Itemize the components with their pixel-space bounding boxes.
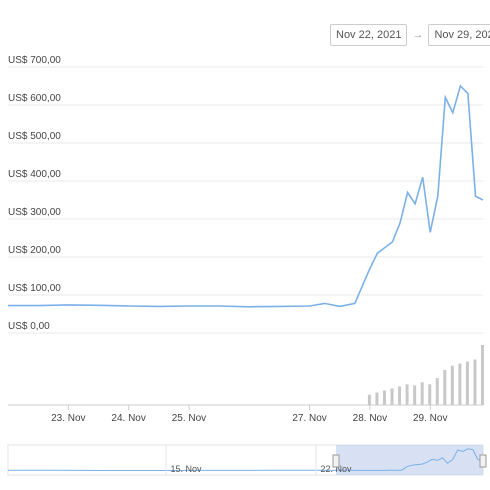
arrow-right-icon: → — [412, 29, 424, 41]
volume-bars — [367, 345, 484, 405]
volume-bar — [382, 390, 386, 405]
y-tick-label: US$ 600,00 — [8, 93, 61, 104]
navigator: 15. Nov 22. Nov — [7, 444, 487, 476]
volume-bar — [390, 388, 394, 405]
x-tick-label: 25. Nov — [172, 413, 206, 424]
x-tick-label: 27. Nov — [292, 413, 326, 424]
volume-bar — [443, 369, 447, 405]
navigator-labels: 15. Nov 22. Nov — [165, 445, 352, 475]
x-tick-label: 23. Nov — [51, 413, 85, 424]
y-tick-label: US$ 500,00 — [8, 131, 61, 142]
navigator-handle-right[interactable] — [479, 454, 487, 468]
navigator-label: 22. Nov — [320, 464, 352, 474]
price-line — [8, 84, 484, 308]
date-from-input[interactable]: Nov 22, 2021 — [330, 24, 408, 46]
navigator-handle-left[interactable] — [332, 454, 340, 468]
volume-bar — [473, 359, 477, 405]
y-tick-label: US$ 100,00 — [8, 283, 61, 294]
volume-bar — [405, 384, 409, 405]
volume-bar — [420, 382, 424, 405]
y-tick-label: US$ 0,00 — [8, 321, 50, 332]
volume-bar — [450, 365, 454, 405]
y-tick-label: US$ 400,00 — [8, 169, 61, 180]
date-to-input[interactable]: Nov 29, 2021 — [428, 24, 490, 46]
navigator-line — [8, 448, 484, 471]
date-range: Nov 22, 2021 → Nov 29, 2021 — [330, 24, 490, 46]
x-axis-labels: 23. Nov 24. Nov 25. Nov 27. Nov 28. Nov 29. N… — [51, 405, 447, 424]
volume-bar — [413, 385, 417, 405]
x-tick-label: 29. Nov — [413, 413, 447, 424]
y-axis-labels: US$ 0,00 US$ 100,00 US$ 200,00 US$ 300,00 US… — [8, 55, 61, 332]
volume-bar — [465, 361, 469, 405]
navigator-label: 15. Nov — [170, 464, 202, 474]
y-tick-label: US$ 700,00 — [8, 55, 61, 66]
y-tick-label: US$ 300,00 — [8, 207, 61, 218]
volume-bar — [481, 345, 484, 405]
y-tick-label: US$ 200,00 — [8, 245, 61, 256]
x-tick-label: 24. Nov — [111, 413, 145, 424]
x-tick-label: 28. Nov — [353, 413, 387, 424]
volume-bar — [458, 363, 462, 405]
volume-bar — [375, 392, 379, 405]
grid-lines — [8, 66, 483, 334]
volume-bar — [428, 384, 432, 405]
volume-bar — [435, 378, 439, 405]
volume-bar — [398, 386, 402, 405]
volume-bar — [367, 394, 371, 405]
